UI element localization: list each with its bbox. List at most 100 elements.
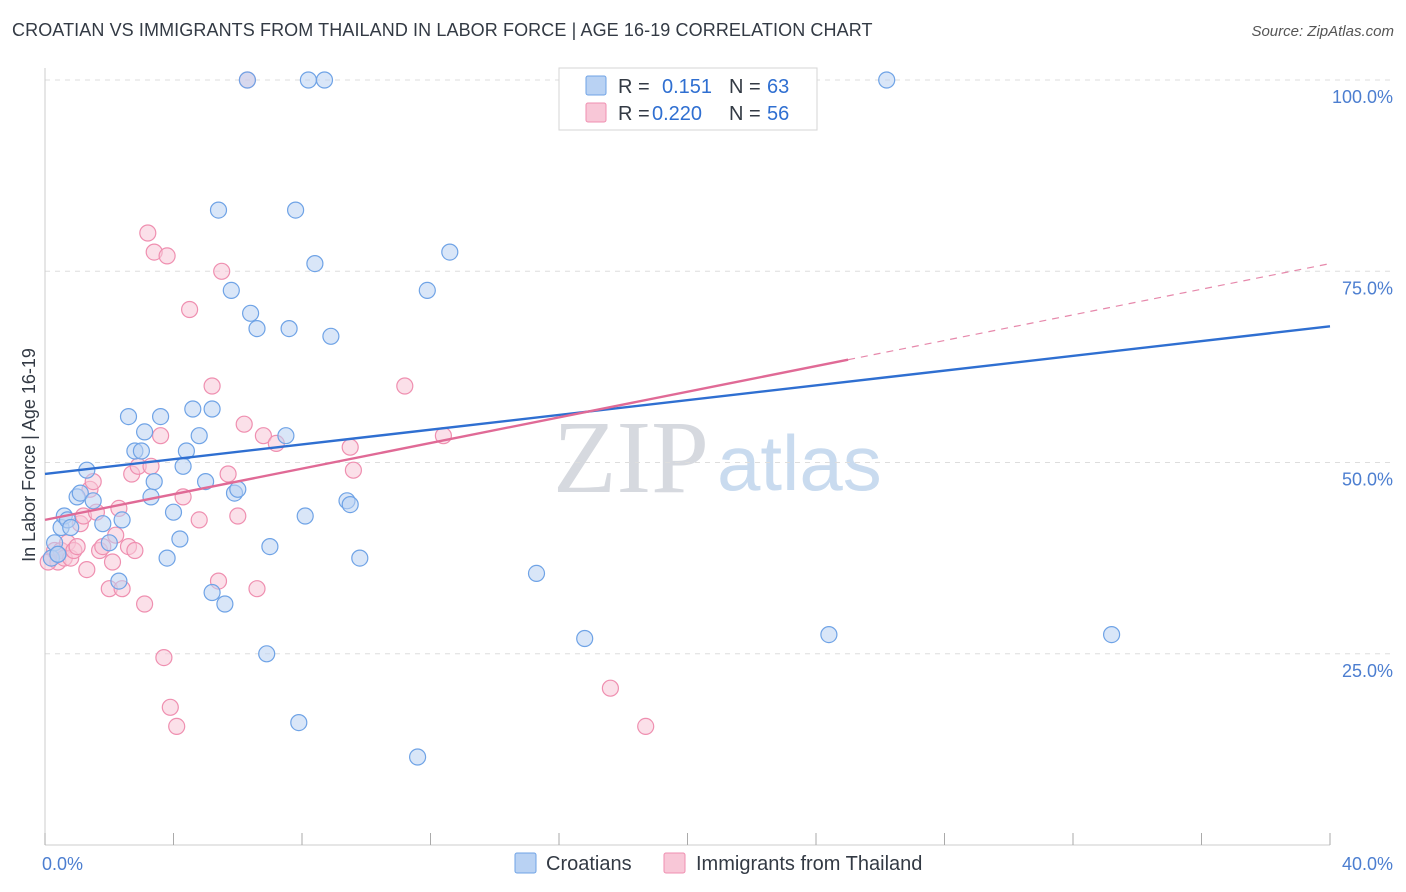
croatian-point bbox=[409, 748, 427, 766]
croatian-point bbox=[203, 400, 221, 418]
croatian-point bbox=[100, 534, 118, 552]
croatian-point bbox=[277, 427, 295, 445]
thailand-point bbox=[248, 580, 266, 598]
croatian-point bbox=[576, 629, 594, 648]
stats-legend: R = 0.151 N = 63 R = 0.220 N = 56 bbox=[558, 67, 818, 131]
y-tick-label: 75.0% bbox=[1342, 278, 1393, 298]
x-tick-label: 0.0% bbox=[42, 854, 83, 874]
croatian-point bbox=[94, 515, 112, 533]
thailand-point bbox=[254, 427, 272, 445]
croatian-point bbox=[1102, 625, 1121, 644]
thailand-point bbox=[344, 461, 362, 479]
thailand-point bbox=[152, 427, 170, 445]
croatian-point bbox=[174, 457, 192, 475]
legend-label-croatians: Croatians bbox=[546, 853, 632, 875]
croatian-point bbox=[242, 304, 260, 322]
croatian-point bbox=[49, 545, 67, 563]
legend-r-label: R = bbox=[618, 76, 650, 98]
thailand-point bbox=[158, 247, 176, 265]
trend-lines bbox=[44, 263, 1331, 522]
legend-label-thailand: Immigrants from Thailand bbox=[696, 853, 922, 875]
legend-n-value: 63 bbox=[767, 76, 789, 98]
croatian-point bbox=[238, 71, 256, 89]
croatian-point bbox=[341, 496, 359, 514]
thailand-point bbox=[219, 465, 237, 483]
croatian-point bbox=[287, 201, 305, 219]
croatian-point bbox=[351, 549, 369, 567]
legend-n-label: N = bbox=[729, 103, 761, 125]
croatian-point bbox=[119, 408, 138, 426]
thailand-point bbox=[396, 377, 414, 395]
croatian-point bbox=[261, 537, 279, 556]
croatian-point bbox=[152, 408, 170, 426]
thailand-point bbox=[235, 415, 253, 433]
croatian-point bbox=[258, 645, 276, 663]
croatian-point bbox=[441, 243, 459, 261]
croatian-point bbox=[110, 572, 128, 590]
legend-r-label: R = bbox=[618, 103, 650, 125]
watermark-zip: ZIP bbox=[553, 400, 709, 515]
croatian-point bbox=[216, 595, 234, 613]
croatian-point bbox=[197, 473, 215, 491]
croatian-point bbox=[171, 530, 189, 548]
y-axis-title: In Labor Force | Age 16-19 bbox=[19, 348, 39, 562]
croatian-point bbox=[248, 320, 266, 338]
source-credit: Source: ZipAtlas.com bbox=[1251, 23, 1394, 40]
thailand-point bbox=[203, 377, 221, 395]
y-tick-label: 25.0% bbox=[1342, 661, 1393, 681]
x-tick-label: 40.0% bbox=[1342, 854, 1393, 874]
thailand-point bbox=[190, 511, 208, 529]
croatian-point bbox=[145, 473, 163, 491]
croatian-point bbox=[132, 442, 150, 460]
thailand-point bbox=[229, 507, 247, 525]
thailand-point bbox=[181, 300, 199, 319]
croatian-point bbox=[418, 281, 436, 299]
croatian-point bbox=[113, 511, 131, 529]
croatian-point bbox=[84, 492, 102, 510]
croatian-point bbox=[136, 423, 154, 441]
legend-swatch-croatians bbox=[514, 852, 537, 874]
legend-swatch-croatians bbox=[585, 75, 607, 96]
thailand-point bbox=[155, 648, 173, 667]
trend-line-dashed bbox=[848, 263, 1331, 361]
croatian-point bbox=[527, 564, 546, 583]
thailand-point bbox=[168, 717, 186, 736]
croatian-point bbox=[280, 320, 298, 338]
thailand-point bbox=[213, 262, 231, 280]
thailand-point bbox=[136, 595, 154, 613]
watermark: ZIP atlas bbox=[553, 400, 882, 515]
croatian-point bbox=[299, 71, 317, 89]
thailand-point bbox=[103, 553, 122, 571]
croatian-point bbox=[296, 507, 314, 525]
croatian-point bbox=[315, 71, 334, 89]
thailand-point bbox=[78, 560, 96, 579]
y-tick-label: 50.0% bbox=[1342, 470, 1393, 490]
thailand-point bbox=[161, 698, 179, 716]
croatian-point bbox=[322, 327, 340, 345]
legend-r-value: 0.220 bbox=[652, 103, 702, 125]
croatian-point bbox=[878, 71, 896, 89]
croatian-point bbox=[820, 625, 838, 644]
croatian-point bbox=[71, 484, 89, 502]
thailand-point bbox=[601, 679, 620, 697]
thailand-point bbox=[126, 541, 144, 560]
series-legend: Croatians Immigrants from Thailand bbox=[514, 852, 922, 875]
thailand-point bbox=[637, 717, 655, 736]
thailand-point bbox=[139, 224, 157, 242]
legend-n-label: N = bbox=[729, 76, 761, 98]
legend-swatch-thailand bbox=[663, 852, 686, 874]
croatian-point bbox=[209, 201, 228, 219]
thailand-point bbox=[68, 537, 86, 556]
croatian-point bbox=[203, 583, 221, 602]
legend-n-value: 56 bbox=[767, 103, 789, 125]
trend-line-0 bbox=[44, 325, 1331, 476]
croatian-point bbox=[290, 713, 308, 732]
chart-title: CROATIAN VS IMMIGRANTS FROM THAILAND IN … bbox=[12, 20, 873, 40]
legend-r-value: 0.151 bbox=[662, 76, 712, 98]
croatian-point bbox=[177, 442, 195, 460]
croatian-point bbox=[158, 549, 176, 567]
croatian-point bbox=[184, 400, 202, 418]
gridlines bbox=[45, 79, 1390, 655]
croatian-point bbox=[164, 503, 183, 521]
